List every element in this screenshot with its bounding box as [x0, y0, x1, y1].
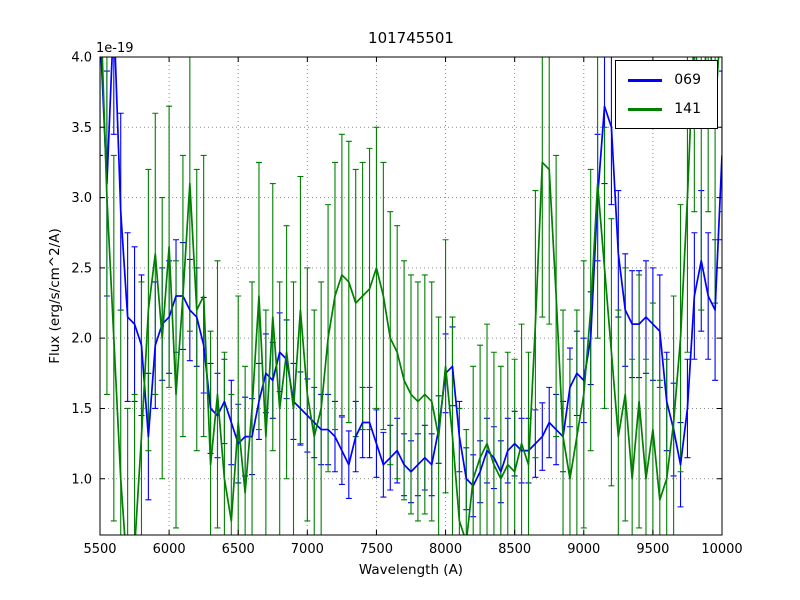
svg-text:9000: 9000: [567, 542, 600, 557]
svg-text:5500: 5500: [83, 542, 116, 557]
legend-label: 069: [674, 72, 701, 88]
x-axis-label: Wavelength (A): [358, 562, 464, 578]
svg-text:4.0: 4.0: [71, 51, 92, 66]
svg-text:6000: 6000: [153, 542, 186, 557]
svg-text:7000: 7000: [291, 542, 324, 557]
legend-item: 069: [628, 72, 701, 88]
svg-text:6500: 6500: [222, 542, 255, 557]
svg-text:8500: 8500: [498, 542, 531, 557]
svg-text:1.5: 1.5: [71, 402, 92, 417]
svg-text:3.5: 3.5: [71, 121, 92, 136]
svg-text:7500: 7500: [360, 542, 393, 557]
svg-text:10000: 10000: [701, 542, 742, 557]
legend: 069 141: [615, 60, 718, 129]
svg-text:3.0: 3.0: [71, 191, 92, 206]
legend-line-icon: [628, 107, 663, 111]
legend-item: 141: [628, 101, 701, 117]
chart-title: 101745501: [368, 29, 454, 47]
legend-label: 141: [674, 101, 701, 117]
svg-text:8000: 8000: [429, 542, 462, 557]
y-axis-offset-text: 1e-19: [96, 41, 134, 56]
y-axis-label: Flux (erg/s/cm^2/A): [47, 228, 63, 364]
svg-text:1.0: 1.0: [71, 472, 92, 487]
svg-text:2.5: 2.5: [71, 261, 92, 276]
legend-line-icon: [628, 78, 663, 82]
svg-text:9500: 9500: [636, 542, 669, 557]
svg-text:2.0: 2.0: [71, 332, 92, 347]
